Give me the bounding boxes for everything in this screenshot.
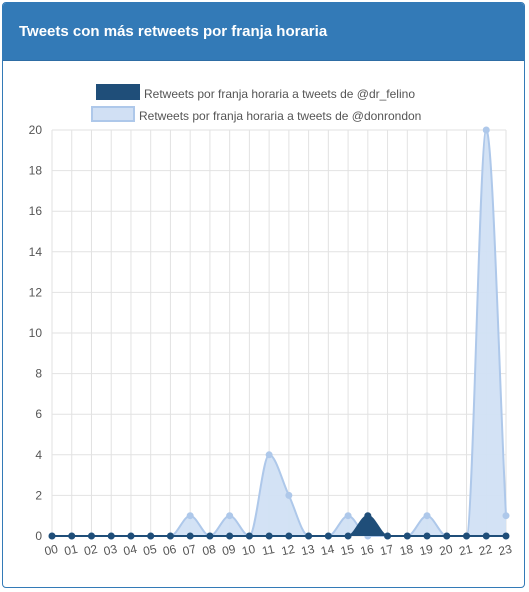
y-tick-label: 0 [35,529,42,543]
series-point-0 [147,532,155,540]
series-point-0 [48,532,56,540]
series-point-0 [423,532,431,540]
y-tick-label: 8 [35,367,42,381]
panel-title: Tweets con más retweets por franja horar… [19,23,328,40]
x-tick-label: 18 [398,542,414,559]
series-point-0 [127,532,135,540]
x-tick-label: 08 [201,542,217,559]
panel-heading: Tweets con más retweets por franja horar… [3,3,524,61]
x-tick-label: 04 [122,542,138,559]
x-tick-label: 22 [477,542,493,559]
series-point-0 [384,532,392,540]
series-point-1 [423,512,431,520]
x-tick-label: 03 [102,542,118,559]
y-tick-label: 18 [29,164,43,178]
series-point-1 [265,451,273,459]
legend-swatch [96,84,140,100]
series-point-0 [344,532,352,540]
series-point-0 [364,512,372,520]
x-tick-label: 20 [438,542,454,559]
series-point-1 [502,512,510,520]
series-point-0 [403,532,411,540]
x-tick-label: 00 [43,542,59,559]
series-point-1 [186,512,194,520]
y-tick-label: 2 [35,488,42,502]
y-tick-label: 12 [29,285,43,299]
y-tick-label: 10 [29,326,43,340]
series-point-0 [463,532,471,540]
series-point-0 [68,532,76,540]
legend-label: Retweets por franja horaria a tweets de … [139,109,421,123]
y-tick-label: 6 [35,407,42,421]
series-point-0 [186,532,194,540]
x-tick-label: 17 [379,542,395,559]
series-point-0 [285,532,293,540]
series-point-0 [443,532,451,540]
x-tick-label: 19 [418,542,434,559]
series-point-0 [245,532,253,540]
series-point-0 [226,532,234,540]
series-point-1 [344,512,352,520]
series-point-1 [226,512,234,520]
series-point-0 [305,532,313,540]
series-point-1 [482,126,490,134]
legend-label: Retweets por franja horaria a tweets de … [144,87,415,101]
series-point-0 [324,532,332,540]
series-point-0 [482,532,490,540]
x-tick-label: 09 [221,542,237,559]
x-tick-label: 12 [280,542,296,559]
series-point-0 [206,532,214,540]
x-tick-label: 16 [359,542,375,559]
x-tick-label: 02 [83,542,99,559]
x-tick-label: 15 [339,542,355,559]
x-tick-label: 10 [241,542,257,559]
y-tick-label: 14 [29,245,43,259]
y-tick-label: 4 [35,448,42,462]
series-point-0 [502,532,510,540]
x-tick-label: 14 [320,542,336,559]
series-point-1 [285,491,293,499]
y-tick-label: 20 [29,123,43,137]
x-tick-label: 13 [300,542,316,559]
series-point-0 [166,532,174,540]
x-tick-label: 05 [142,542,158,559]
x-tick-label: 07 [181,542,197,559]
series-point-0 [87,532,95,540]
y-tick-label: 16 [29,204,43,218]
x-tick-label: 11 [261,542,276,558]
x-tick-label: 21 [458,542,474,559]
legend-swatch [91,106,135,122]
series-point-0 [265,532,273,540]
x-tick-label: 06 [162,542,178,559]
x-tick-label: 01 [63,542,79,559]
series-point-0 [107,532,115,540]
x-tick-label: 23 [497,542,513,559]
